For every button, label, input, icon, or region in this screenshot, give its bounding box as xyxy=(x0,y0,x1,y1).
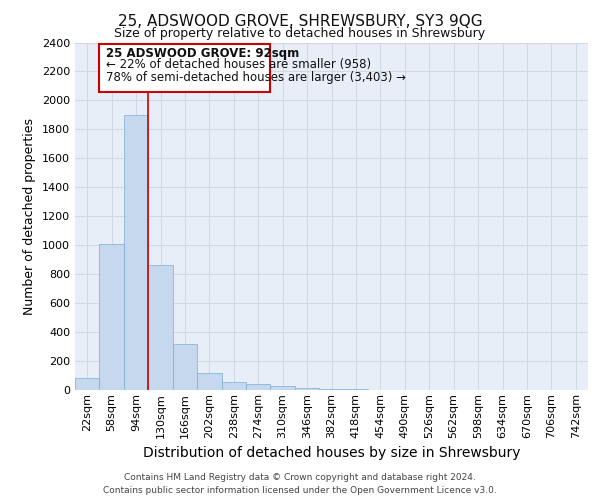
Text: Size of property relative to detached houses in Shrewsbury: Size of property relative to detached ho… xyxy=(115,28,485,40)
Bar xyxy=(197,374,221,390)
Text: Contains HM Land Registry data © Crown copyright and database right 2024.
Contai: Contains HM Land Registry data © Crown c… xyxy=(103,473,497,495)
Bar xyxy=(173,344,197,390)
Bar xyxy=(246,384,271,390)
Text: 25 ADSWOOD GROVE: 92sqm: 25 ADSWOOD GROVE: 92sqm xyxy=(106,47,299,60)
Text: 78% of semi-detached houses are larger (3,403) →: 78% of semi-detached houses are larger (… xyxy=(106,70,406,84)
Text: ← 22% of detached houses are smaller (958): ← 22% of detached houses are smaller (95… xyxy=(106,58,371,71)
Bar xyxy=(100,244,124,390)
Bar xyxy=(295,388,319,390)
Bar xyxy=(100,44,271,92)
Bar xyxy=(271,386,295,390)
Bar xyxy=(148,266,173,390)
Bar xyxy=(221,382,246,390)
Text: 25, ADSWOOD GROVE, SHREWSBURY, SY3 9QG: 25, ADSWOOD GROVE, SHREWSBURY, SY3 9QG xyxy=(118,14,482,29)
Bar xyxy=(124,115,148,390)
Bar xyxy=(75,378,100,390)
X-axis label: Distribution of detached houses by size in Shrewsbury: Distribution of detached houses by size … xyxy=(143,446,520,460)
Y-axis label: Number of detached properties: Number of detached properties xyxy=(23,118,37,315)
Bar xyxy=(319,388,344,390)
